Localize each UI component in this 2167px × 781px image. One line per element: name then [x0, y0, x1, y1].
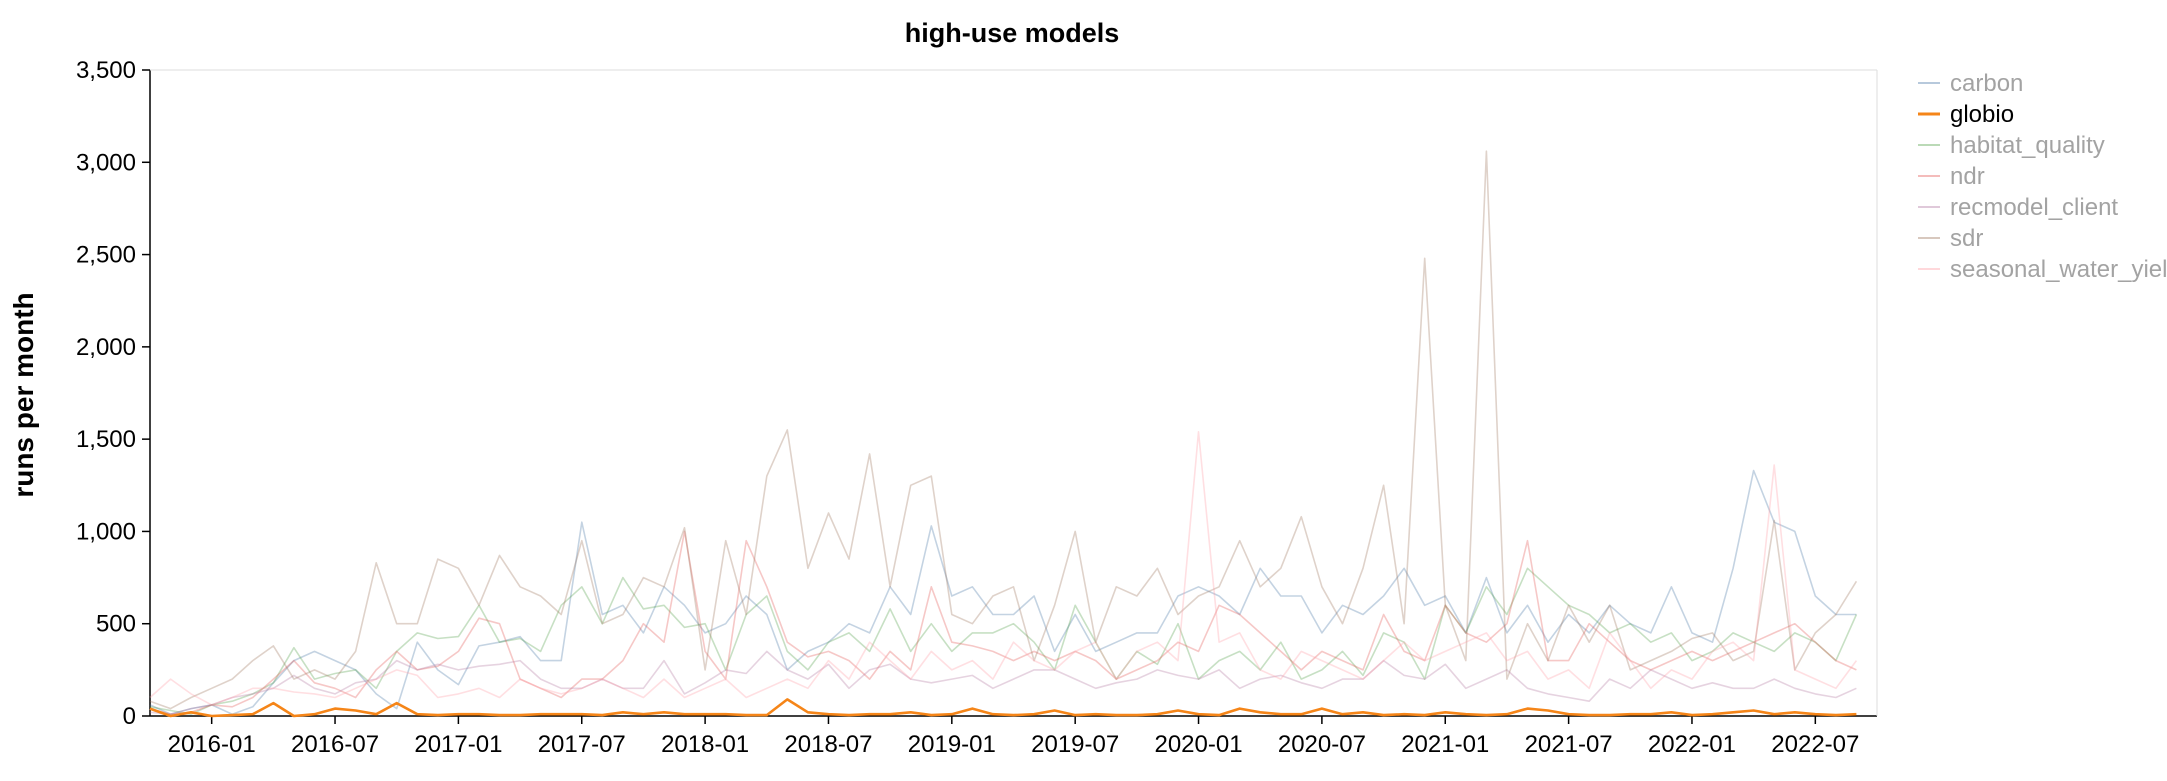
legend-item-sdr[interactable]: sdr	[1918, 225, 1983, 252]
x-tick-label: 2020-01	[1154, 731, 1242, 758]
y-axis-ticks: 0 500 1,000 1,500 2,000 2,500 3,000 3,500	[76, 57, 150, 730]
series-lines	[149, 150, 1858, 718]
legend-item-carbon[interactable]: carbon	[1918, 70, 2023, 97]
x-tick-label: 2022-07	[1771, 731, 1859, 758]
chart-title: high-use models	[905, 18, 1120, 48]
legend-label: habitat_quality	[1950, 132, 2105, 159]
legend-label: sdr	[1950, 225, 1983, 252]
x-tick-label: 2021-07	[1525, 731, 1613, 758]
series-line-sdr	[149, 150, 1858, 710]
legend-label: globio	[1950, 101, 2014, 128]
y-tick-label: 1,000	[76, 518, 136, 545]
legend-item-seasonal-water-yield[interactable]: seasonal_water_yield	[1918, 256, 2167, 283]
plot-area	[149, 69, 1878, 717]
y-tick-label: 3,000	[76, 149, 136, 176]
x-tick-label: 2018-07	[784, 731, 872, 758]
legend-item-habitat-quality[interactable]: habitat_quality	[1918, 132, 2105, 159]
x-axis-ticks: 2016-01 2016-07 2017-01 2017-07 2018-01 2018-…	[168, 716, 1859, 758]
x-tick-label: 2016-07	[291, 731, 379, 758]
legend-item-ndr[interactable]: ndr	[1918, 163, 1985, 190]
x-tick-label: 2019-01	[908, 731, 996, 758]
legend-label: ndr	[1950, 163, 1985, 190]
series-line-globio	[149, 698, 1857, 718]
y-tick-label: 3,500	[76, 57, 136, 84]
series-line-carbon	[149, 469, 1857, 716]
y-tick-label: 1,500	[76, 426, 136, 453]
series-line-ndr	[149, 530, 1857, 716]
y-tick-label: 2,000	[76, 334, 136, 361]
series-line-seasonal-water-yield	[149, 430, 1858, 706]
x-tick-label: 2022-01	[1648, 731, 1736, 758]
x-tick-label: 2020-07	[1278, 731, 1366, 758]
legend-label: seasonal_water_yield	[1950, 256, 2167, 283]
x-tick-label: 2021-01	[1401, 731, 1489, 758]
legend-label: carbon	[1950, 70, 2023, 97]
y-tick-label: 2,500	[76, 242, 136, 269]
y-tick-label: 0	[123, 703, 136, 730]
series-line-habitat-quality	[149, 567, 1858, 716]
x-tick-label: 2018-01	[661, 731, 749, 758]
x-tick-label: 2017-01	[414, 731, 502, 758]
x-tick-label: 2017-07	[538, 731, 626, 758]
y-tick-label: 500	[96, 611, 136, 638]
legend-label: recmodel_client	[1950, 194, 2118, 221]
x-tick-label: 2016-01	[168, 731, 256, 758]
legend-item-recmodel-client[interactable]: recmodel_client	[1918, 194, 2118, 221]
y-axis-label: runs per month	[8, 292, 39, 497]
series-line-recmodel-client	[149, 650, 1857, 716]
legend-item-globio[interactable]: globio	[1918, 101, 2014, 128]
x-tick-label: 2019-07	[1031, 731, 1119, 758]
